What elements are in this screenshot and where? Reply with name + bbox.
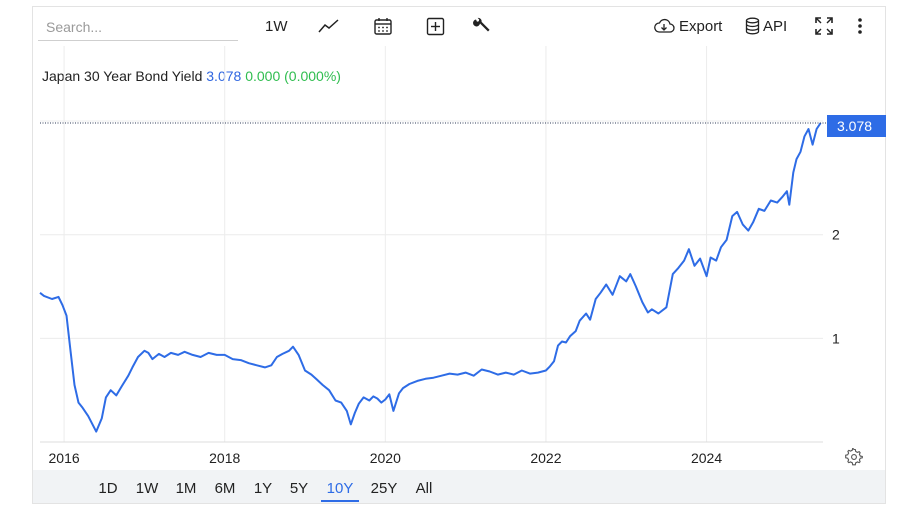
chart-type-button[interactable] [318,14,340,38]
range-button-1d[interactable]: 1D [98,480,118,497]
range-button-all[interactable]: All [415,480,433,497]
fullscreen-button[interactable] [814,14,834,38]
chart-widget [32,6,886,504]
api-button[interactable]: API [745,14,787,38]
interval-label: 1W [265,17,288,35]
line-chart-icon [318,18,340,34]
wrench-icon [472,16,492,36]
more-options-button[interactable] [853,14,867,38]
cloud-download-icon [653,18,675,34]
date-range-button[interactable] [373,14,393,38]
compare-button[interactable] [426,14,445,38]
calendar-icon [373,16,393,36]
y-tick-label: 2 [832,227,840,243]
chart-legend: Japan 30 Year Bond Yield 3.078 0.000 (0.… [42,68,341,84]
x-tick-label: 2016 [49,450,80,466]
range-selector [33,470,885,503]
chart-settings-button[interactable] [845,447,863,466]
export-label: Export [679,17,723,35]
more-vertical-icon [853,16,867,36]
range-button-1m[interactable]: 1M [175,480,197,497]
range-button-10y[interactable]: 10Y [321,476,359,502]
last-value-tag: 3.078 [827,115,886,137]
range-button-5y[interactable]: 5Y [289,480,309,497]
range-button-1y[interactable]: 1Y [253,480,273,497]
y-tick-label: 1 [832,330,840,346]
settings-tools-button[interactable] [472,14,492,38]
export-button[interactable]: Export [653,14,722,38]
plus-box-icon [426,17,445,36]
series-name: Japan 30 Year Bond Yield [42,68,203,84]
range-button-6m[interactable]: 6M [214,480,236,497]
x-tick-label: 2018 [209,450,240,466]
gear-icon [845,447,863,470]
series-value: 3.078 [206,68,242,84]
range-button-25y[interactable]: 25Y [370,480,398,497]
x-tick-label: 2024 [691,450,722,466]
series-change: 0.000 (0.000%) [245,68,341,84]
series-line [39,122,822,433]
x-tick-label: 2020 [370,450,401,466]
x-tick-label: 2022 [530,450,561,466]
database-icon [745,17,760,35]
interval-button[interactable]: 1W [265,14,288,38]
range-button-1w[interactable]: 1W [135,480,159,497]
search-input[interactable] [38,14,238,41]
fullscreen-icon [814,16,834,36]
api-label: API [763,17,788,35]
